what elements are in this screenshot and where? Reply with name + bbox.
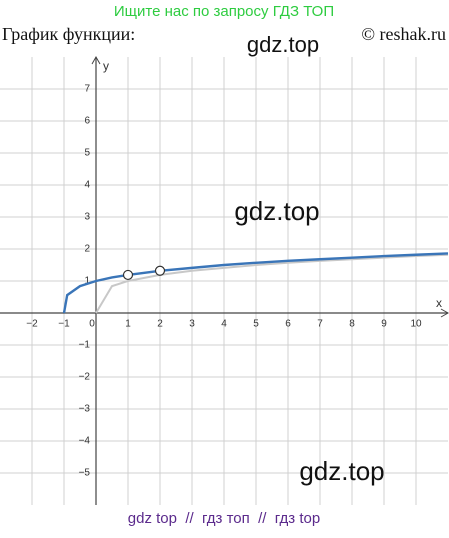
x-tick-label: 7 (317, 319, 323, 330)
watermark: gdz.top (247, 32, 319, 57)
watermark: gdz.top (234, 196, 319, 226)
y-tick-label: 5 (84, 148, 90, 159)
banner: Ищите нас по запросу ГДЗ ТОП (114, 3, 334, 20)
subtitle: График функции: (2, 24, 135, 44)
axis-arrow (440, 308, 449, 318)
x-tick-label: 0 (89, 319, 95, 330)
y-axis-label: y (103, 59, 109, 73)
y-tick-label: −3 (79, 404, 91, 415)
function-curve (62, 252, 449, 314)
y-tick-label: −4 (79, 436, 91, 447)
x-tick-label: 10 (410, 319, 422, 330)
y-tick-label: 7 (84, 84, 90, 95)
x-tick-label: 2 (157, 319, 163, 330)
point (122, 269, 134, 281)
grid (0, 57, 448, 505)
y-tick-label: 4 (84, 180, 90, 191)
copyright: © reshak.ru (361, 24, 446, 44)
y-tick-label: −1 (79, 340, 91, 351)
point (154, 265, 166, 276)
watermark: gdz.top (299, 456, 384, 486)
x-tick-label: 6 (285, 319, 291, 330)
x-tick-label: 9 (381, 319, 387, 330)
x-tick-label: 1 (125, 319, 131, 330)
x-tick-label: 5 (253, 319, 259, 330)
y-tick-label: −5 (79, 468, 91, 479)
x-tick-label: 3 (189, 319, 195, 330)
axis-arrow (91, 55, 101, 65)
x-axis-label: x (436, 296, 442, 310)
function-curve (95, 253, 449, 314)
y-tick-label: 3 (84, 212, 90, 223)
y-tick-label: 1 (84, 276, 90, 287)
plot: x y −2 −1 0 1 2 3 4 5 6 7 8 9 10 −5 −4 −3 −2 −1 1 2 3 4 5 6 7 (0, 55, 449, 505)
y-tick-label: 2 (84, 244, 90, 255)
x-tick-label: 8 (349, 319, 355, 330)
x-tick-label: −1 (58, 319, 70, 330)
x-tick-label: 4 (221, 319, 227, 330)
x-tick-label: −2 (26, 319, 38, 330)
y-tick-label: −2 (79, 372, 91, 383)
y-tick-label: 6 (84, 116, 90, 127)
footer: gdz top // гдз топ // гдз top (128, 510, 320, 527)
